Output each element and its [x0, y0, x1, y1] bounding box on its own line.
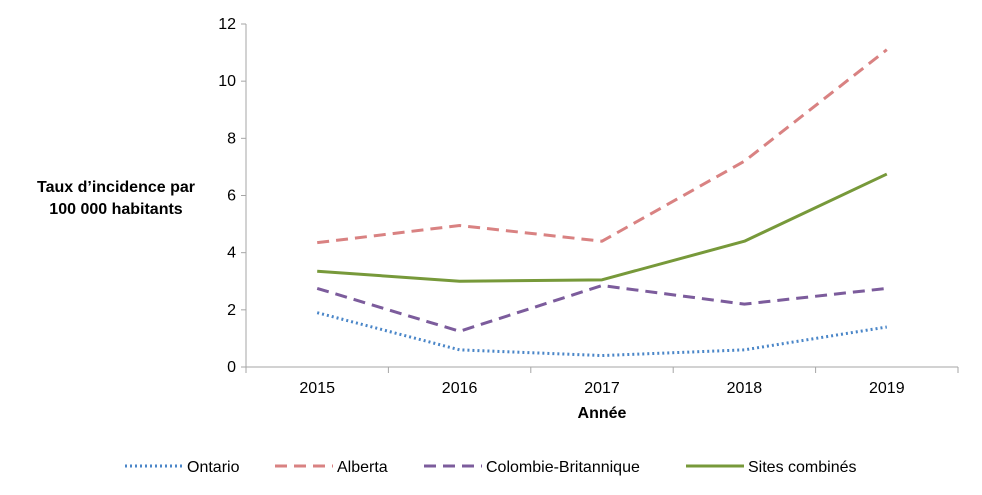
y-axis-title-line-1: Taux d’incidence par — [37, 179, 195, 196]
x-tick-label: 2015 — [299, 380, 335, 397]
y-tick-label: 0 — [227, 359, 236, 376]
y-tick-label: 6 — [227, 188, 236, 205]
series-line-sites-combines — [317, 172, 888, 283]
x-tick-label: 2019 — [869, 380, 905, 397]
legend: Ontario Alberta Colombie-Britannique Sites … — [125, 459, 857, 476]
series-line-alberta — [317, 48, 888, 245]
legend-label: Sites combinés — [748, 459, 857, 476]
legend-item-sites-combines: Sites combinés — [686, 459, 857, 476]
series-line-ontario — [316, 311, 888, 358]
legend-item-colombie-britannique: Colombie-Britannique — [424, 459, 640, 476]
y-axis-title: Taux d’incidence par 100 000 habitants — [37, 179, 195, 218]
legend-label: Alberta — [337, 459, 388, 476]
y-tick-label: 12 — [218, 16, 236, 33]
y-tick-label: 2 — [227, 302, 236, 319]
legend-item-alberta: Alberta — [275, 459, 388, 476]
y-tick-label: 4 — [227, 245, 236, 262]
y-tick-label: 10 — [218, 73, 236, 90]
series-line-colombie-britannique — [316, 284, 887, 333]
x-axis: 2015 2016 2017 2018 2019 — [245, 366, 959, 397]
x-tick-label: 2016 — [442, 380, 478, 397]
x-axis-title: Année — [578, 405, 627, 422]
legend-item-ontario: Ontario — [125, 459, 240, 476]
y-tick-label: 8 — [227, 130, 236, 147]
y-axis-title-line-2: 100 000 habitants — [49, 201, 183, 218]
series-layer — [316, 48, 888, 358]
x-tick-label: 2017 — [584, 380, 620, 397]
legend-label: Ontario — [187, 459, 240, 476]
x-tick-label: 2018 — [727, 380, 763, 397]
y-axis: 0 2 4 6 8 10 12 — [218, 16, 247, 376]
legend-label: Colombie-Britannique — [486, 459, 640, 476]
